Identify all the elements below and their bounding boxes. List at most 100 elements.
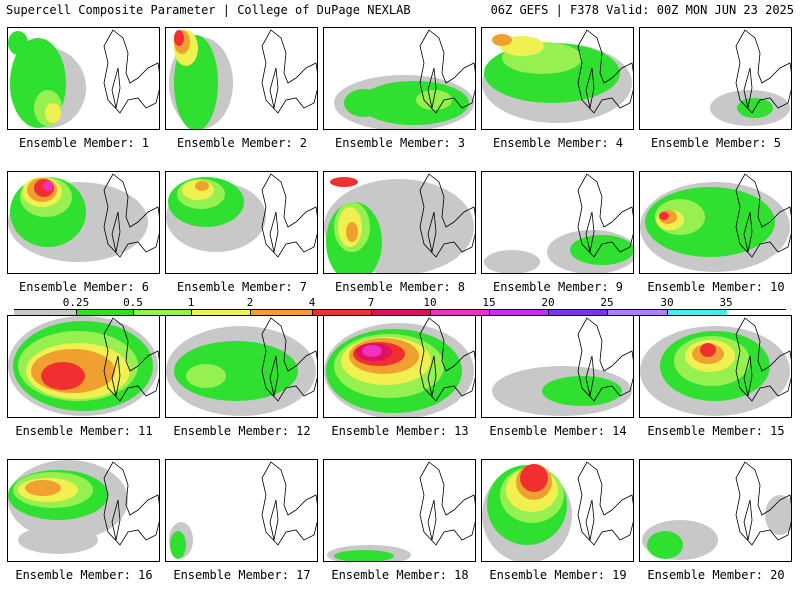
scp-field — [327, 461, 475, 561]
great-lakes-outline — [419, 317, 475, 402]
legend-tick: 20 — [541, 296, 555, 309]
member-label: Ensemble Member: 20 — [647, 568, 785, 582]
member-label: Ensemble Member: 2 — [176, 136, 308, 150]
scp-field — [8, 29, 159, 128]
scp-contour — [8, 31, 28, 55]
scp-field — [166, 317, 317, 416]
scp-contour — [186, 364, 226, 388]
map-panel — [481, 315, 634, 418]
great-lakes-outline — [419, 29, 475, 114]
map-panel — [165, 459, 318, 562]
great-lakes-outline — [103, 29, 159, 114]
map-panel — [323, 171, 476, 274]
scp-contour — [195, 181, 209, 191]
legend-tick: 35 — [719, 296, 733, 309]
member-label: Ensemble Member: 18 — [331, 568, 469, 582]
great-lakes-outline — [735, 173, 791, 258]
scp-contour — [520, 464, 548, 492]
great-lakes-outline — [261, 173, 317, 258]
member-label: Ensemble Member: 15 — [647, 424, 785, 438]
great-lakes-outline — [261, 29, 317, 114]
member-label: Ensemble Member: 14 — [489, 424, 627, 438]
map-panel — [323, 27, 476, 130]
legend-swatch — [250, 310, 313, 315]
scp-contour — [647, 531, 683, 559]
member-label: Ensemble Member: 6 — [18, 280, 150, 294]
scp-field — [484, 173, 633, 273]
legend-tick: 30 — [660, 296, 674, 309]
scp-field — [640, 173, 791, 272]
member-label: Ensemble Member: 7 — [176, 280, 308, 294]
member-label: Ensemble Member: 17 — [173, 568, 311, 582]
scp-field — [642, 461, 791, 560]
legend-swatch — [133, 310, 192, 315]
scp-contour — [18, 526, 98, 554]
member-label: Ensemble Member: 3 — [334, 136, 466, 150]
scp-field — [492, 317, 633, 416]
member-label: Ensemble Member: 9 — [492, 280, 624, 294]
great-lakes-outline — [261, 461, 317, 546]
legend-swatch — [667, 310, 727, 315]
legend-tick: 0.25 — [62, 296, 90, 309]
legend-tick: 25 — [600, 296, 614, 309]
scp-contour — [41, 362, 85, 390]
legend-swatch — [607, 310, 668, 315]
scp-field — [8, 460, 159, 554]
great-lakes-outline — [419, 173, 475, 258]
legend-tick: 2 — [246, 296, 254, 309]
map-panel — [481, 27, 634, 130]
scp-field — [324, 317, 475, 417]
legend-tick: 0.5 — [123, 296, 143, 309]
great-lakes-outline — [735, 317, 791, 402]
scp-field — [482, 461, 633, 561]
scp-field — [710, 29, 791, 126]
scp-field — [640, 317, 791, 416]
great-lakes-outline — [577, 173, 633, 258]
great-lakes-outline — [577, 317, 633, 402]
legend-tick: 10 — [423, 296, 437, 309]
member-label: Ensemble Member: 4 — [492, 136, 624, 150]
legend-swatch — [371, 310, 431, 315]
legend-swatch — [489, 310, 549, 315]
map-panel — [639, 27, 792, 130]
member-label: Ensemble Member: 1 — [18, 136, 150, 150]
scp-contour — [25, 480, 61, 496]
map-panel — [7, 27, 160, 130]
map-panel — [7, 315, 160, 418]
scp-contour — [362, 345, 382, 357]
map-panel — [7, 171, 160, 274]
scp-field — [324, 173, 475, 273]
scp-contour — [542, 376, 622, 406]
scp-field — [166, 173, 317, 258]
scp-contour — [170, 531, 186, 559]
legend-swatch — [548, 310, 608, 315]
scp-field — [169, 29, 317, 129]
scp-field — [8, 173, 159, 262]
member-label: Ensemble Member: 5 — [650, 136, 782, 150]
member-label: Ensemble Member: 13 — [331, 424, 469, 438]
legend-tick: 7 — [367, 296, 375, 309]
scp-field — [482, 29, 633, 123]
map-panel — [323, 315, 476, 418]
great-lakes-outline — [103, 317, 159, 402]
great-lakes-outline — [577, 29, 633, 114]
scp-contour — [330, 177, 358, 187]
member-label: Ensemble Member: 11 — [15, 424, 153, 438]
legend-swatch — [76, 310, 134, 315]
color-legend: 0.25 0.5 1 2 4 7 10 15 20 25 30 35 — [0, 296, 800, 320]
great-lakes-outline — [735, 461, 791, 546]
scp-contour — [344, 89, 384, 117]
legend-swatch — [191, 310, 251, 315]
scp-contour — [484, 250, 540, 273]
legend-swatch — [430, 310, 490, 315]
scp-contour — [346, 222, 358, 242]
member-label: Ensemble Member: 16 — [15, 568, 153, 582]
legend-tick: 15 — [482, 296, 496, 309]
scp-contour — [45, 103, 61, 123]
member-label: Ensemble Member: 10 — [647, 280, 785, 294]
member-label: Ensemble Member: 8 — [334, 280, 466, 294]
scp-contour — [334, 550, 394, 561]
legend-swatch — [14, 310, 76, 315]
scp-contour — [700, 343, 716, 357]
great-lakes-outline — [103, 461, 159, 546]
